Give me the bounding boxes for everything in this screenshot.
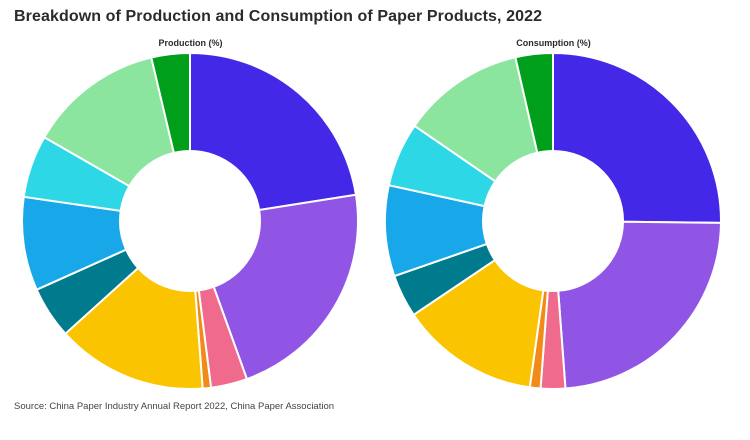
source-note: Source: China Paper Industry Annual Repo… (14, 401, 335, 412)
production--slice-10 (150, 51, 191, 155)
consumption--slice-10 (514, 51, 554, 154)
consumption--slice-1 (552, 51, 722, 224)
consumption--slice-5 (412, 258, 545, 389)
consumption-chart-title: Consumption (%) (516, 38, 591, 48)
production-chart: Production (%) (18, 34, 363, 394)
consumption--center-hole (484, 152, 622, 290)
production-chart-title: Production (%) (158, 38, 223, 48)
production-donut-svg (21, 51, 359, 390)
consumption-chart: Consumption (%) (381, 34, 726, 394)
production--slice-5 (63, 266, 204, 390)
consumption--slice-2 (557, 220, 723, 390)
production--center-hole (121, 152, 259, 290)
page-title: Breakdown of Production and Consumption … (14, 8, 543, 25)
production--slice-2 (212, 193, 359, 381)
consumption-donut-svg (384, 51, 723, 391)
production--slice-1 (189, 51, 358, 212)
